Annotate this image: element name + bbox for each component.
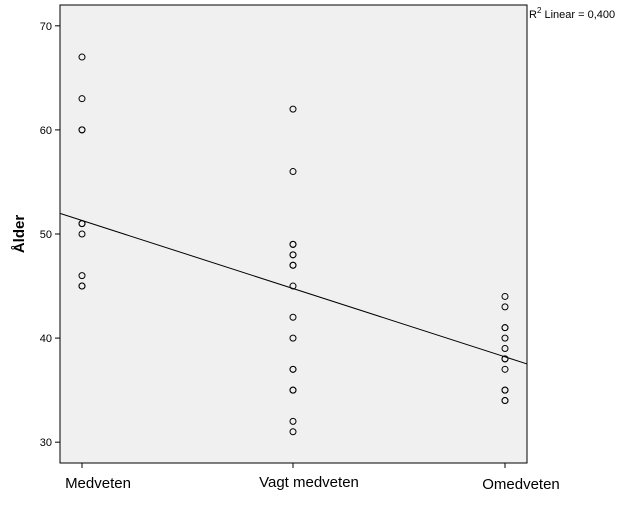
data-point [289,386,297,394]
data-point [289,282,297,290]
x-tick-label: Medveten [65,475,131,492]
data-point [289,240,297,248]
data-point [289,251,297,259]
data-point [78,230,86,238]
data-point [289,105,297,113]
data-point [501,334,509,342]
data-point [501,292,509,300]
data-point [289,334,297,342]
data-point [501,365,509,373]
fit-label-superscript: 2 [537,6,542,15]
data-point [78,95,86,103]
x-tick-label: Vagt medveten [259,474,359,491]
x-axis-tick-labels: Medveten Vagt medveten Omedveten [65,463,560,493]
data-point [289,261,297,269]
data-point [289,417,297,425]
data-point [501,386,509,394]
data-point [501,345,509,352]
fit-label-text: Linear = 0,400 [541,9,615,21]
y-tick-label: 30 [40,437,52,449]
data-point [289,313,297,321]
y-axis-ticks: 30 40 50 60 70 [40,21,60,449]
data-point [78,220,86,228]
data-point [501,355,509,363]
y-axis-label: Ålder [11,215,28,254]
data-point [501,303,509,311]
data-point [289,168,297,176]
data-point [78,282,86,290]
data-point [289,365,297,373]
data-point [78,53,86,61]
data-points [78,53,509,436]
data-point [501,324,509,332]
data-point [78,272,86,280]
fit-label-prefix: R [529,9,537,21]
data-point [78,126,86,134]
plot-area [59,4,528,464]
y-tick-label: 60 [40,125,52,137]
fit-line-r2-label: R2 Linear = 0,400 [529,6,615,21]
y-tick-label: 70 [40,21,52,33]
y-tick-label: 40 [40,333,52,345]
x-tick-label: Omedveten [482,476,560,493]
data-point [289,428,297,436]
data-point [501,397,509,405]
y-tick-label: 50 [40,229,52,241]
